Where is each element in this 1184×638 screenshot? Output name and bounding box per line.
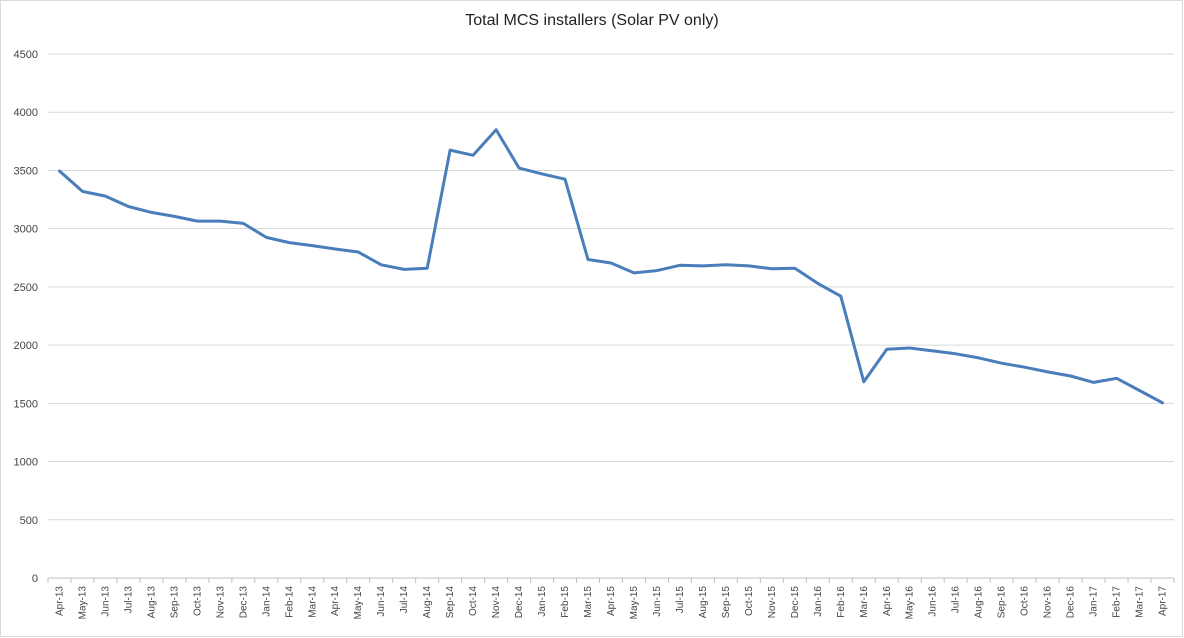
- x-tick-label: Apr-17: [1158, 586, 1169, 616]
- x-tick-label: Feb-14: [284, 586, 295, 618]
- x-tick-label: Nov-14: [491, 586, 502, 619]
- x-tick-label: Aug-14: [422, 586, 433, 619]
- x-tick-label: Apr-16: [882, 586, 893, 616]
- x-tick-label: Mar-17: [1135, 586, 1146, 618]
- x-tick-label: Jan-15: [537, 586, 548, 617]
- x-tick-label: Oct-15: [744, 586, 755, 616]
- x-tick-label: Apr-14: [330, 586, 341, 616]
- x-tick-label: Feb-17: [1112, 586, 1123, 618]
- x-tick-label: Sep-13: [169, 586, 180, 619]
- x-tick-label: Oct-14: [468, 586, 479, 616]
- x-tick-label: Jul-16: [951, 586, 962, 614]
- x-tick-label: Jan-14: [261, 586, 272, 617]
- x-tick-label: Feb-16: [836, 586, 847, 618]
- y-tick-label: 500: [20, 515, 38, 527]
- x-tick-label: May-14: [353, 586, 364, 620]
- x-tick-label: May-15: [629, 586, 640, 620]
- x-tick-label: Aug-13: [146, 586, 157, 619]
- y-tick-label: 2000: [14, 340, 38, 352]
- y-tick-label: 2500: [14, 282, 38, 294]
- x-tick-label: Dec-14: [514, 586, 525, 619]
- x-tick-label: Aug-16: [974, 586, 985, 619]
- x-tick-label: Oct-16: [1020, 586, 1031, 616]
- x-tick-label: Nov-16: [1043, 586, 1054, 619]
- x-tick-label: Jul-14: [399, 586, 410, 614]
- x-tick-label: Jun-15: [652, 586, 663, 617]
- y-tick-label: 1500: [14, 398, 38, 410]
- x-tick-label: Jan-16: [813, 586, 824, 617]
- x-tick-label: Jul-13: [123, 586, 134, 614]
- y-tick-label: 1000: [14, 457, 38, 469]
- x-tick-label: Feb-15: [560, 586, 571, 618]
- x-tick-label: Mar-15: [583, 586, 594, 618]
- x-tick-label: Nov-13: [215, 586, 226, 619]
- chart-title: Total MCS installers (Solar PV only): [465, 12, 719, 29]
- x-tick-label: May-13: [77, 586, 88, 620]
- x-tick-label: Dec-16: [1066, 586, 1077, 619]
- x-tick-label: Dec-15: [790, 586, 801, 619]
- x-tick-label: Mar-14: [307, 586, 318, 618]
- series-line: [58, 128, 1164, 405]
- x-tick-label: Dec-13: [238, 586, 249, 619]
- x-tick-label: Sep-15: [721, 586, 732, 619]
- x-tick-label: Jul-15: [675, 586, 686, 614]
- y-tick-label: 3000: [14, 224, 38, 236]
- x-tick-label: Sep-16: [997, 586, 1008, 619]
- x-tick-label: Oct-13: [192, 586, 203, 616]
- y-tick-label: 3500: [14, 165, 38, 177]
- y-tick-label: 4500: [14, 49, 38, 61]
- x-tick-label: Jan-17: [1089, 586, 1100, 617]
- y-tick-label: 4000: [14, 107, 38, 119]
- x-tick-label: Nov-15: [767, 586, 778, 619]
- y-tick-label: 0: [32, 573, 38, 585]
- x-tick-label: Apr-15: [606, 586, 617, 616]
- x-tick-label: Mar-16: [859, 586, 870, 618]
- x-tick-label: Jun-13: [100, 586, 111, 617]
- x-tick-label: Apr-13: [54, 586, 65, 616]
- x-tick-label: Jun-16: [928, 586, 939, 617]
- x-tick-label: Aug-15: [698, 586, 709, 619]
- x-tick-label: Jun-14: [376, 586, 387, 617]
- x-tick-label: May-16: [905, 586, 916, 620]
- x-tick-label: Sep-14: [445, 586, 456, 619]
